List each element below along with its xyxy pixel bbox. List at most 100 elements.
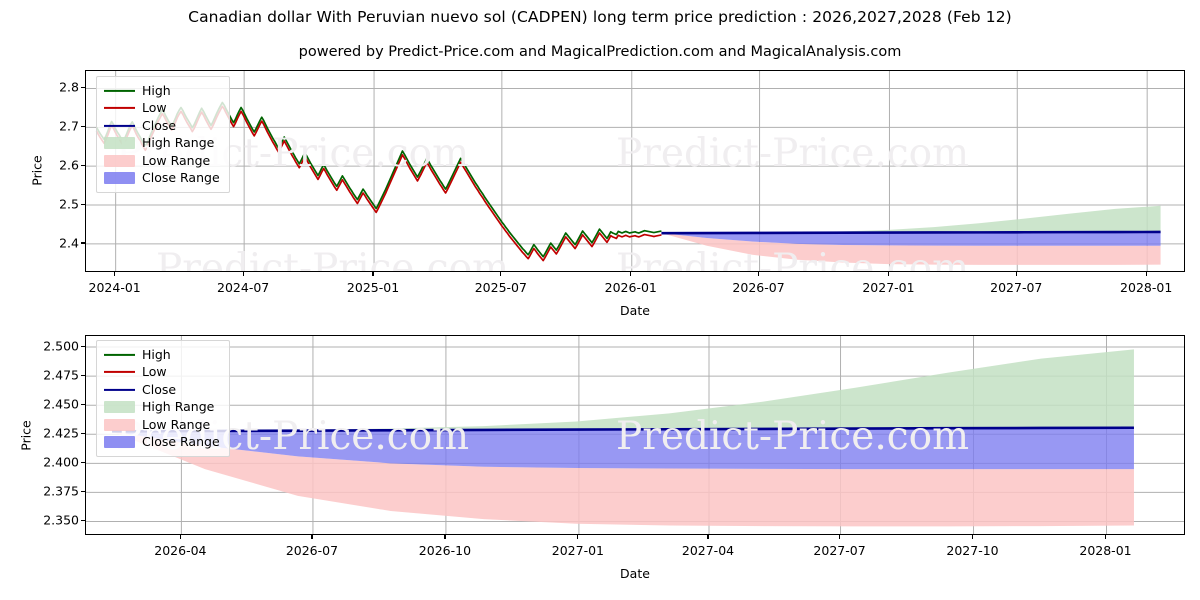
x-axis-tick-label: 2026-04 (154, 543, 207, 558)
top-chart-x-axis-label: Date (620, 303, 650, 318)
x-axis-tick-mark (311, 535, 313, 539)
legend-item-low-range: Low Range (104, 152, 220, 170)
x-axis-tick-label: 2024-07 (217, 280, 270, 295)
legend-swatch-close-range (104, 436, 135, 449)
x-axis-tick-mark (971, 535, 974, 539)
legend-item-close: Close (104, 117, 220, 135)
bottom-chart-plot-area: Predict-Price.com Predict-Price.com (85, 335, 1185, 535)
x-axis-tick-label: 2025-01 (346, 280, 400, 295)
y-axis-tick-mark (81, 86, 85, 89)
low-range-band (112, 431, 1134, 527)
legend-swatch-low (104, 366, 135, 378)
y-axis-tick-label: 2.450 (43, 396, 79, 412)
x-axis-tick-mark (500, 272, 502, 276)
legend-label: Low (142, 364, 167, 379)
close-forecast-line (112, 426, 1134, 433)
x-axis-tick-mark (372, 272, 374, 276)
legend-swatch-close-range (104, 172, 135, 185)
x-axis-tick-mark (1104, 535, 1107, 539)
x-axis-tick-label: 2026-10 (418, 543, 472, 558)
top-chart-series (86, 71, 1184, 271)
x-axis-tick-mark (114, 272, 116, 276)
bottom-chart-x-axis-label: Date (620, 566, 650, 581)
legend-swatch-low-range (104, 418, 135, 431)
x-axis-tick-label: 2026-07 (732, 280, 785, 295)
legend-swatch-high (104, 85, 135, 97)
y-axis-tick-mark (81, 345, 85, 347)
legend-item-close-range: Close Range (104, 434, 220, 452)
legend-swatch-low (104, 102, 135, 114)
x-axis-tick-label: 2027-01 (862, 280, 915, 295)
x-axis-tick-mark (630, 272, 632, 276)
bottom-chart-series (86, 336, 1184, 534)
y-axis-tick-mark (81, 403, 85, 405)
legend-swatch-low-range (104, 154, 135, 167)
legend-label: Close (142, 117, 177, 133)
y-axis-tick-mark (81, 164, 85, 166)
legend-label: Low (142, 100, 167, 115)
legend-label: High (142, 82, 171, 98)
y-axis-tick-label: 2.375 (43, 483, 79, 499)
y-axis-tick-label: 2.4 (59, 235, 79, 251)
x-axis-tick-label: 2027-10 (946, 543, 999, 558)
top-chart: Predict-Price.com Predict-Price.com Pred… (85, 70, 1185, 272)
legend-label: Close Range (142, 434, 220, 449)
bottom-chart-legend: High Low Close High Range Low Range Close Ran… (96, 340, 230, 457)
x-axis-tick-label: 2028-01 (1120, 280, 1173, 295)
page-title: Canadian dollar With Peruvian nuevo sol … (188, 8, 1012, 26)
y-axis-tick-mark (81, 519, 85, 522)
legend-label: Close Range (142, 170, 220, 185)
x-axis-tick-label: 2027-04 (681, 543, 735, 558)
legend-swatch-high-range (104, 137, 135, 150)
x-axis-tick-mark (242, 272, 244, 276)
high-range-band (661, 205, 1161, 234)
x-axis-tick-label: 2025-07 (474, 280, 527, 295)
legend-item-high-range: High Range (104, 399, 220, 417)
bottom-chart: Predict-Price.com Predict-Price.com High… (85, 335, 1185, 535)
y-axis-tick-label: 2.425 (43, 425, 79, 441)
legend-label: Low Range (142, 152, 211, 168)
legend-label: High Range (142, 135, 215, 150)
x-axis-tick-mark (838, 535, 841, 539)
low-range-band (661, 233, 1161, 265)
legend-item-close: Close (104, 381, 220, 399)
x-axis-tick-label: 2027-01 (551, 543, 605, 558)
y-axis-tick-label: 2.6 (59, 157, 79, 173)
legend-label: Low Range (142, 416, 211, 432)
y-axis-tick-label: 2.7 (59, 118, 79, 134)
x-axis-tick-mark (757, 272, 760, 276)
legend-label: High (142, 346, 171, 362)
legend-swatch-close (104, 384, 135, 396)
legend-item-low-range: Low Range (104, 416, 220, 434)
x-axis-tick-label: 2026-07 (285, 543, 339, 558)
x-axis-tick-label: 2028-01 (1079, 543, 1132, 558)
y-axis-tick-mark (81, 432, 85, 434)
legend-swatch-high-range (104, 401, 135, 414)
y-axis-tick-mark (81, 374, 85, 376)
x-axis-tick-mark (707, 535, 709, 539)
legend-item-low: Low (104, 364, 220, 382)
legend-item-low: Low (104, 100, 220, 118)
legend-item-high: High (104, 346, 220, 364)
x-axis-tick-label: 2027-07 (813, 543, 866, 558)
legend-label: High Range (142, 399, 215, 414)
legend-item-high-range: High Range (104, 135, 220, 153)
x-axis-tick-mark (887, 272, 890, 276)
x-axis-tick-mark (444, 535, 446, 539)
legend-swatch-close (104, 120, 135, 132)
y-axis-tick-label: 2.350 (43, 512, 79, 528)
y-axis-tick-mark (81, 490, 85, 493)
y-axis-tick-label: 2.400 (43, 454, 79, 470)
top-chart-legend: High Low Close High Range Low Range Close Ran… (96, 76, 230, 193)
top-chart-plot-area: Predict-Price.com Predict-Price.com Pred… (85, 70, 1185, 272)
x-axis-tick-mark (1015, 272, 1017, 276)
close-range-band (661, 231, 1161, 246)
y-axis-tick-mark (81, 242, 85, 244)
legend-item-high: High (104, 82, 220, 100)
x-axis-tick-label: 2027-07 (990, 280, 1043, 295)
x-axis-tick-mark (1145, 272, 1147, 276)
close-range-band (112, 427, 1134, 470)
x-axis-tick-label: 2024-01 (88, 280, 141, 295)
legend-swatch-high (104, 349, 135, 361)
